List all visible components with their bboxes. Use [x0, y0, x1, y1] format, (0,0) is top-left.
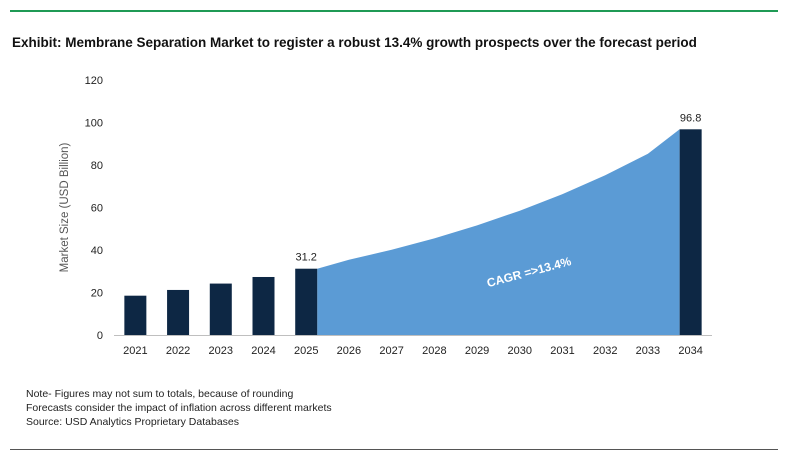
y-tick-100: 100 [85, 118, 103, 130]
bottom-rule [10, 449, 778, 450]
x-tick-2032: 2032 [593, 345, 617, 357]
y-tick-120: 120 [85, 75, 103, 87]
y-tick-0: 0 [97, 330, 103, 342]
x-tick-2034: 2034 [678, 345, 702, 357]
bar-2021 [124, 295, 147, 335]
x-tick-2029: 2029 [465, 345, 489, 357]
data-label-2025: 31.2 [296, 252, 317, 264]
x-tick-2023: 2023 [209, 345, 233, 357]
top-rule [10, 10, 778, 12]
bar-2023 [209, 283, 232, 335]
x-tick-2027: 2027 [379, 345, 403, 357]
footnotes: Note- Figures may not sum to totals, bec… [26, 387, 332, 429]
y-tick-20: 20 [91, 288, 103, 300]
forecast-area [317, 129, 680, 335]
bar-2025 [295, 268, 318, 335]
y-tick-40: 40 [91, 245, 103, 257]
y-tick-60: 60 [91, 203, 103, 215]
data-label-2034: 96.8 [680, 112, 701, 124]
x-tick-2024: 2024 [251, 345, 275, 357]
x-tick-2033: 2033 [636, 345, 660, 357]
bar-2022 [167, 289, 190, 335]
note-source: Source: USD Analytics Proprietary Databa… [26, 416, 240, 428]
bar-2034 [679, 129, 702, 335]
x-tick-2030: 2030 [508, 345, 532, 357]
note-inflation: Forecasts consider the impact of inflati… [26, 402, 332, 414]
x-tick-2026: 2026 [337, 345, 361, 357]
x-tick-2021: 2021 [123, 345, 147, 357]
bar-layer [124, 129, 702, 335]
x-tick-2025: 2025 [294, 345, 318, 357]
y-axis-label: Market Size (USD Billion) [59, 142, 71, 272]
note-rounding: Note- Figures may not sum to totals, bec… [26, 388, 294, 400]
x-tick-2028: 2028 [422, 345, 446, 357]
x-tick-2022: 2022 [166, 345, 190, 357]
chart-title: Exhibit: Membrane Separation Market to r… [12, 35, 697, 50]
forecast-area-layer [317, 129, 680, 335]
bar-2024 [252, 276, 275, 335]
y-tick-80: 80 [91, 160, 103, 172]
x-tick-2031: 2031 [550, 345, 574, 357]
axis-layer: 2021 2022 2023 2024 2025 2026 2027 2028 2029 2030… [59, 75, 712, 357]
